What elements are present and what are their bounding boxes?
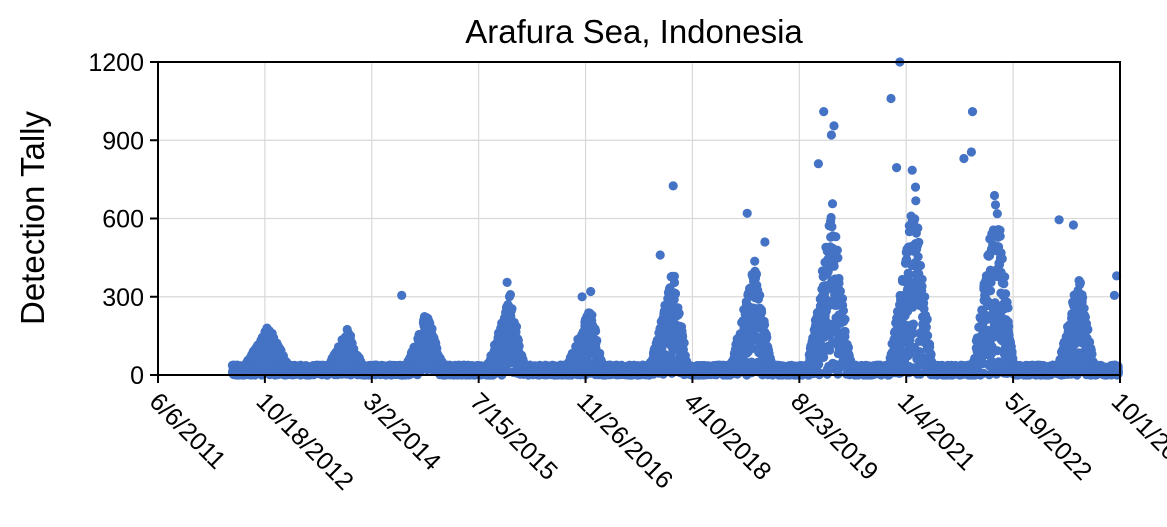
data-point [999, 279, 1009, 289]
data-point [989, 190, 1000, 201]
data-point [915, 260, 926, 271]
y-axis-title: Detection Tally [14, 111, 51, 326]
data-point [992, 209, 1002, 219]
data-point [992, 346, 1002, 356]
data-point [592, 335, 602, 346]
data-point [833, 253, 843, 263]
data-point [1001, 289, 1011, 299]
data-point [910, 214, 920, 224]
data-point [840, 326, 850, 337]
data-point [750, 256, 760, 266]
data-point [837, 294, 848, 304]
data-point [917, 281, 927, 291]
data-point [917, 274, 927, 284]
data-point [903, 268, 913, 278]
data-point [834, 273, 844, 284]
data-point [1000, 272, 1010, 282]
data-point [902, 254, 912, 264]
data-point [827, 199, 838, 209]
data-point [757, 307, 767, 317]
data-point [926, 349, 936, 359]
chart-title: Arafura Sea, Indonesia [465, 13, 803, 50]
data-point [755, 290, 765, 300]
data-point [751, 269, 762, 279]
data-point [670, 289, 681, 299]
data-point [911, 196, 921, 206]
data-point [913, 223, 923, 233]
data-point [511, 322, 522, 332]
data-point [1003, 303, 1013, 313]
data-point [922, 314, 932, 324]
data-point [762, 332, 772, 343]
data-point [507, 304, 517, 314]
data-point [674, 308, 684, 318]
data-point [995, 225, 1005, 235]
data-point [921, 322, 931, 332]
data-point [669, 277, 680, 288]
data-point [505, 290, 515, 300]
data-point [814, 359, 824, 369]
data-point [825, 345, 835, 355]
data-point [990, 200, 1001, 210]
data-point [835, 286, 846, 296]
data-point [910, 182, 921, 192]
data-point [829, 261, 839, 271]
data-point [920, 292, 930, 302]
data-point [831, 232, 841, 242]
data-point [514, 341, 524, 351]
data-point [838, 306, 849, 316]
data-point [760, 319, 770, 330]
data-point [908, 319, 919, 329]
data-point [427, 324, 437, 334]
data-point [591, 326, 601, 336]
data-point [843, 342, 854, 353]
data-point [679, 338, 689, 348]
data-point [819, 352, 829, 362]
data-point [840, 314, 850, 324]
data-point [827, 222, 837, 232]
data-point [923, 331, 933, 341]
data-point [1079, 303, 1089, 313]
data-point [914, 237, 924, 247]
data-point [1078, 293, 1088, 303]
data-point [826, 212, 836, 223]
data-point [345, 331, 356, 341]
data-point [985, 286, 996, 296]
data-point [997, 254, 1007, 264]
data-point [913, 252, 923, 262]
data-point [908, 328, 918, 339]
data-point [832, 245, 842, 255]
data-point [1075, 278, 1085, 288]
